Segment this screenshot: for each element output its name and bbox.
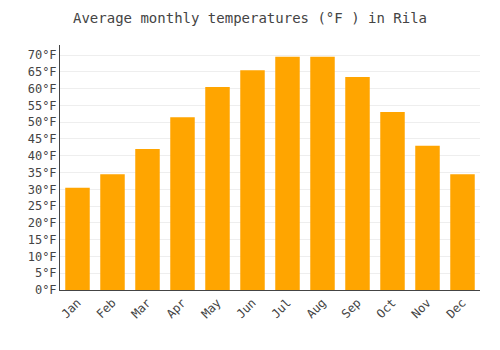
svg-text:55°F: 55°F	[28, 99, 57, 113]
svg-text:Aug: Aug	[304, 296, 329, 321]
svg-text:30°F: 30°F	[28, 183, 57, 197]
svg-text:70°F: 70°F	[28, 48, 57, 62]
svg-text:5°F: 5°F	[35, 266, 57, 280]
svg-text:0°F: 0°F	[35, 283, 57, 297]
svg-text:Oct: Oct	[374, 296, 399, 321]
svg-text:Average monthly temperatures (: Average monthly temperatures (°F ) in Ri…	[73, 10, 427, 26]
svg-text:20°F: 20°F	[28, 216, 57, 230]
svg-text:60°F: 60°F	[28, 82, 57, 96]
svg-text:50°F: 50°F	[28, 115, 57, 129]
svg-text:40°F: 40°F	[28, 149, 57, 163]
svg-text:Jun: Jun	[234, 296, 259, 321]
svg-text:Dec: Dec	[444, 296, 469, 321]
svg-text:Feb: Feb	[94, 296, 119, 321]
svg-text:Mar: Mar	[129, 296, 154, 321]
svg-text:10°F: 10°F	[28, 250, 57, 264]
svg-text:Jan: Jan	[59, 296, 84, 321]
svg-text:35°F: 35°F	[28, 166, 57, 180]
svg-text:Nov: Nov	[409, 296, 434, 321]
svg-text:May: May	[199, 296, 224, 321]
svg-text:Apr: Apr	[164, 296, 189, 321]
svg-text:45°F: 45°F	[28, 132, 57, 146]
svg-text:Jul: Jul	[269, 296, 294, 321]
svg-text:15°F: 15°F	[28, 233, 57, 247]
svg-text:Sep: Sep	[339, 296, 364, 321]
svg-text:25°F: 25°F	[28, 199, 57, 213]
svg-text:65°F: 65°F	[28, 65, 57, 79]
